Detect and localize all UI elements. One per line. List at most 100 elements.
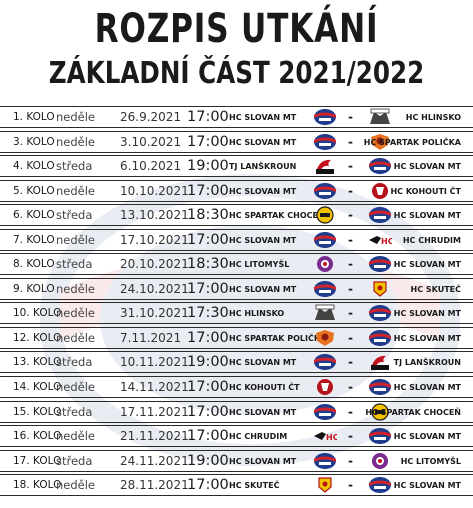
- slovan-logo: [313, 452, 337, 470]
- match-time: 17:00: [187, 329, 229, 346]
- svg-text:HC: HC: [381, 237, 392, 246]
- litomysl-logo: [368, 452, 392, 470]
- home-team: HC SPARTAK POLIČKA: [229, 333, 327, 343]
- round-label: 16. KOLO: [13, 430, 62, 443]
- hlinsko-logo: [368, 108, 392, 126]
- weekday: středa: [56, 159, 93, 174]
- weekday: neděle: [56, 330, 96, 345]
- table-row: 5. KOLO neděle 10.10.2021 17:00 HC SLOVAN MT…: [0, 179, 473, 202]
- table-row: 7. KOLO neděle 17.10.2021 17:00 HC SLOVAN MT…: [0, 228, 473, 251]
- chrudim-logo: HC: [313, 427, 337, 445]
- away-team: HC SLOVAN MT: [393, 260, 461, 270]
- home-team: HC HLINSKO: [229, 309, 285, 319]
- match-date: 10.11.2021: [120, 355, 189, 370]
- kohouti-logo: [368, 182, 392, 200]
- home-team: HC SLOVAN MT: [229, 137, 297, 147]
- home-team: HC SKUTEČ: [229, 481, 280, 491]
- match-time: 17:00: [187, 379, 229, 396]
- slovan-logo: [368, 206, 392, 224]
- slovan-logo: [313, 231, 337, 249]
- slovan-logo: [368, 304, 392, 322]
- table-row: 8. KOLO středa 20.10.2021 18:30 HC LITOMYŠL -…: [0, 253, 473, 276]
- schedule-table: 1. KOLO neděle 26.9.2021 17:00 HC SLOVAN MT -…: [0, 106, 473, 499]
- round-label: 18. KOLO: [13, 479, 62, 492]
- versus-dash: -: [348, 232, 353, 247]
- versus-dash: -: [348, 134, 353, 149]
- versus-dash: -: [348, 183, 353, 198]
- match-time: 17:00: [187, 231, 229, 248]
- table-row: 18. KOLO neděle 28.11.2021 17:00 HC SKUTEČ - H…: [0, 474, 473, 497]
- weekday: neděle: [56, 380, 96, 395]
- versus-dash: -: [348, 257, 353, 272]
- away-team: HC SPARTAK POLIČKA: [363, 137, 461, 147]
- weekday: středa: [56, 208, 93, 223]
- page-subtitle: ZÁKLADNÍ ČÁST 2021/2022: [48, 56, 425, 91]
- home-team: HC SLOVAN MT: [229, 407, 297, 417]
- table-row: 6. KOLO středa 13.10.2021 18:30 HC SPARTAK C…: [0, 204, 473, 227]
- match-date: 17.10.2021: [120, 232, 189, 247]
- home-team: HC SLOVAN MT: [229, 186, 297, 196]
- round-label: 10. KOLO: [13, 307, 62, 320]
- versus-dash: -: [348, 355, 353, 370]
- home-team: HC CHRUDIM: [229, 432, 288, 442]
- versus-dash: -: [348, 110, 353, 124]
- lanskroun-logo: [313, 157, 337, 175]
- away-team: HC SLOVAN MT: [393, 309, 461, 319]
- table-row: 3. KOLO neděle 3.10.2021 17:00 HC SLOVAN MT -…: [0, 130, 473, 153]
- away-team: HC SPARTAK CHOCEŇ: [365, 407, 461, 417]
- policka-logo: [313, 329, 337, 347]
- weekday: neděle: [56, 478, 96, 493]
- round-label: 9. KOLO: [13, 282, 55, 295]
- match-date: 13.10.2021: [120, 208, 189, 223]
- match-date: 28.11.2021: [120, 478, 189, 493]
- round-label: 1. KOLO: [13, 111, 55, 123]
- away-team: HC CHRUDIM: [402, 235, 461, 245]
- home-team: HC SLOVAN MT: [229, 113, 297, 122]
- away-team: HC LITOMYŠL: [400, 456, 461, 466]
- table-row: 15. KOLO středa 17.11.2021 17:00 HC SLOVAN M…: [0, 400, 473, 423]
- round-label: 5. KOLO: [13, 184, 55, 197]
- svg-text:HC: HC: [326, 433, 337, 442]
- home-team: HC KOHOUTI ČT: [229, 383, 300, 393]
- weekday: neděle: [56, 134, 96, 149]
- home-team: TJ LANŠKROUN: [229, 162, 297, 172]
- match-time: 17:00: [187, 477, 229, 494]
- round-label: 14. KOLO: [13, 381, 62, 394]
- match-date: 31.10.2021: [120, 306, 189, 321]
- match-time: 19:00: [187, 452, 229, 469]
- versus-dash: -: [348, 404, 353, 419]
- slovan-logo: [368, 378, 392, 396]
- match-date: 20.10.2021: [120, 257, 189, 272]
- chocen-logo: [368, 402, 392, 421]
- chrudim-logo: HC: [368, 231, 392, 249]
- slovan-logo: [368, 476, 392, 494]
- match-date: 7.11.2021: [120, 330, 182, 345]
- away-team: HC KOHOUTI ČT: [390, 186, 461, 196]
- slovan-logo: [313, 133, 337, 151]
- away-team: HC SLOVAN MT: [393, 211, 461, 221]
- lanskroun-logo: [368, 353, 392, 371]
- round-label: 8. KOLO: [13, 258, 55, 271]
- match-time: 17:00: [187, 133, 229, 150]
- hlinsko-logo: [313, 304, 337, 322]
- versus-dash: -: [348, 453, 353, 468]
- home-team: HC SLOVAN MT: [229, 235, 297, 245]
- weekday: neděle: [56, 429, 96, 444]
- table-row: 17. KOLO středa 24.11.2021 19:00 HC SLOVAN M…: [0, 449, 473, 472]
- match-time: 19:00: [187, 354, 229, 371]
- match-time: 17:00: [187, 403, 229, 420]
- home-team: HC SLOVAN MT: [229, 456, 297, 466]
- table-row: 1. KOLO neděle 26.9.2021 17:00 HC SLOVAN MT -…: [0, 106, 473, 128]
- match-date: 10.10.2021: [120, 183, 189, 198]
- away-team: HC SLOVAN MT: [393, 333, 461, 343]
- away-team: HC SKUTEČ: [410, 284, 461, 294]
- match-date: 26.9.2021: [120, 110, 182, 124]
- match-time: 17:00: [187, 428, 229, 445]
- home-team: HC LITOMYŠL: [229, 260, 290, 270]
- table-row: 12. KOLO neděle 7.11.2021 17:00 HC SPARTAK P…: [0, 326, 473, 349]
- weekday: středa: [56, 355, 93, 370]
- versus-dash: -: [348, 429, 353, 444]
- match-date: 17.11.2021: [120, 404, 189, 419]
- weekday: středa: [56, 453, 93, 468]
- table-row: 4. KOLO středa 6.10.2021 19:00 TJ LANŠKROUN -…: [0, 155, 473, 178]
